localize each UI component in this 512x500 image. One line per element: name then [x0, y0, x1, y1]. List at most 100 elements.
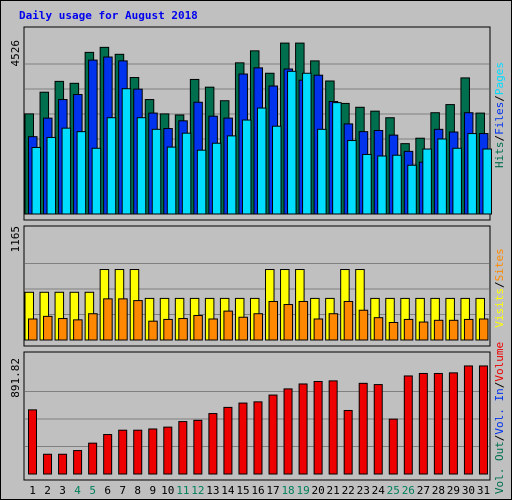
legend-entry: /	[493, 435, 506, 442]
pages-bar	[347, 140, 357, 215]
sites-bar	[178, 318, 188, 341]
pages-bar	[272, 125, 282, 215]
pages-bar	[467, 133, 477, 215]
volume-bar	[103, 434, 113, 475]
legend-entry: Volume	[493, 342, 506, 382]
pages-bar	[196, 149, 207, 215]
volume-bar	[253, 401, 263, 475]
bars-layer	[24, 42, 492, 475]
volume-axis-max-label: 891.82	[9, 358, 22, 398]
day-label: 15	[236, 484, 249, 497]
day-label: 23	[357, 484, 370, 497]
volume-bar	[238, 402, 248, 475]
day-label: 9	[149, 484, 156, 497]
day-label: 18	[281, 484, 294, 497]
traffic-legend: Hits/Files/Pages	[493, 62, 506, 168]
pages-bar	[362, 153, 372, 215]
volume-bar	[298, 383, 308, 475]
day-label: 24	[372, 484, 386, 497]
sites-bar	[433, 319, 444, 341]
day-label: 7	[119, 484, 126, 497]
pages-bar	[226, 135, 237, 215]
day-label: 31	[477, 484, 490, 497]
legend-entry: Vol. Out	[493, 441, 506, 494]
sites-bar	[358, 309, 369, 341]
pages-bar	[121, 88, 132, 215]
sites-bar	[163, 318, 173, 341]
day-label: 3	[59, 484, 66, 497]
legend-entry: Files	[493, 102, 506, 135]
pages-bar	[422, 148, 432, 215]
volume-bar	[328, 380, 338, 475]
sites-bar	[253, 313, 263, 341]
volume-bar	[358, 382, 368, 475]
pages-bar	[317, 128, 327, 215]
day-label: 26	[402, 484, 415, 497]
day-label: 30	[462, 484, 475, 497]
day-label: 29	[447, 484, 460, 497]
sites-bar	[403, 318, 414, 341]
day-label: 10	[161, 484, 174, 497]
legend-entry: Pages	[493, 62, 506, 95]
day-label: 2	[44, 484, 51, 497]
sites-bar	[373, 317, 384, 341]
sites-bar	[388, 321, 399, 341]
volume-bar	[283, 388, 293, 475]
volume-bar	[448, 372, 458, 475]
sites-bar	[418, 321, 429, 341]
volume-bar	[28, 409, 37, 475]
sites-bar	[208, 318, 218, 341]
sites-bar	[193, 314, 203, 341]
volume-legend: Vol. Out/Vol. In/Volume	[493, 342, 506, 494]
day-label: 14	[221, 484, 235, 497]
sites-bar	[148, 320, 158, 341]
volume-bar	[343, 409, 353, 475]
day-label: 8	[134, 484, 141, 497]
volume-bar	[223, 406, 233, 475]
sites-bar	[223, 310, 233, 341]
volume-bar	[388, 418, 398, 475]
pages-bar	[392, 154, 402, 215]
sites-bar	[103, 298, 113, 341]
volume-bar	[403, 375, 413, 475]
pages-bar	[91, 147, 102, 215]
day-label: 4	[74, 484, 81, 497]
sites-bar	[28, 318, 38, 341]
visitors-legend: Visits/Sites	[493, 248, 506, 328]
volume-bar	[433, 372, 443, 475]
volume-bar	[208, 413, 218, 475]
sites-bar	[268, 300, 279, 341]
visitors-axis-max-label: 1165	[9, 226, 22, 253]
pages-bar	[46, 136, 57, 215]
sites-bar	[118, 298, 128, 341]
day-label: 28	[432, 484, 445, 497]
volume-bar	[193, 419, 203, 475]
pages-bar	[106, 117, 117, 215]
day-label: 6	[104, 484, 111, 497]
volume-bar	[268, 394, 278, 475]
traffic-axis-max-label: 4526	[9, 40, 22, 67]
day-label: 27	[417, 484, 430, 497]
sites-bar	[88, 313, 98, 341]
volume-bar	[133, 429, 143, 475]
pages-bar	[256, 107, 267, 215]
pages-bar	[181, 132, 192, 215]
sites-bar	[343, 300, 354, 341]
legend-entry: Visits	[493, 288, 506, 328]
day-label: 19	[296, 484, 309, 497]
pages-bar	[287, 70, 297, 215]
volume-bar	[88, 442, 98, 475]
day-label: 16	[251, 484, 264, 497]
legend-entry: /	[493, 281, 506, 288]
day-label: 12	[191, 484, 204, 497]
sites-bar	[58, 318, 68, 341]
sites-bar	[298, 300, 309, 341]
day-label: 11	[176, 484, 189, 497]
volume-bar	[178, 421, 188, 475]
sites-bar	[463, 318, 474, 341]
legend-entry: /	[493, 135, 506, 142]
legend-visitors-text: Visits/Sites	[493, 248, 506, 328]
sites-bar	[283, 304, 294, 341]
legend-entry: Vol. In	[493, 388, 506, 434]
